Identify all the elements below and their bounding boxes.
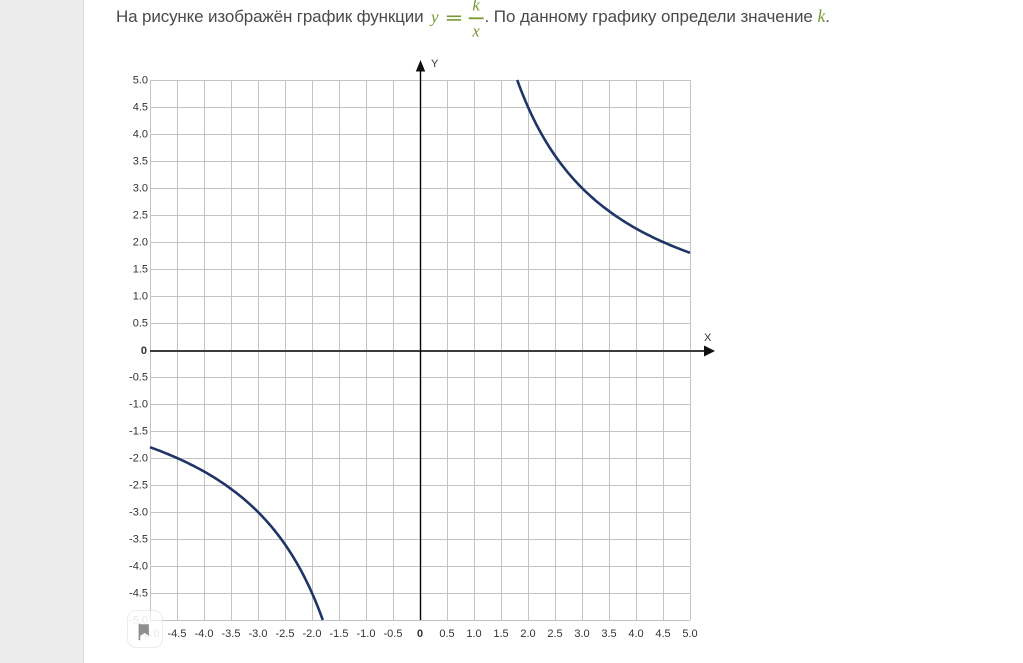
svg-text:4.0: 4.0	[628, 628, 643, 640]
svg-text:-3.5: -3.5	[129, 534, 148, 546]
svg-text:2.0: 2.0	[133, 237, 148, 249]
svg-text:-1.5: -1.5	[129, 426, 148, 438]
svg-text:-1.0: -1.0	[129, 399, 148, 411]
svg-text:5.0: 5.0	[133, 75, 148, 87]
svg-text:3.0: 3.0	[574, 628, 589, 640]
svg-text:x: x	[471, 21, 480, 40]
svg-text:-4.0: -4.0	[195, 628, 214, 640]
svg-text:0.5: 0.5	[439, 628, 454, 640]
svg-text:4.5: 4.5	[655, 628, 670, 640]
svg-text:3.5: 3.5	[601, 628, 616, 640]
svg-text:-0.5: -0.5	[129, 372, 148, 384]
svg-text:-2.5: -2.5	[129, 480, 148, 492]
svg-text:-1.0: -1.0	[357, 628, 376, 640]
svg-text:0.5: 0.5	[133, 318, 148, 330]
svg-text:-4.5: -4.5	[129, 588, 148, 600]
svg-text:1.5: 1.5	[493, 628, 508, 640]
svg-text:1.0: 1.0	[466, 628, 481, 640]
svg-text:1.5: 1.5	[133, 264, 148, 276]
svg-text:-3.0: -3.0	[249, 628, 268, 640]
svg-text:4.0: 4.0	[133, 129, 148, 141]
svg-text:-1.5: -1.5	[330, 628, 349, 640]
svg-text:3.0: 3.0	[133, 183, 148, 195]
svg-text:y: y	[429, 7, 439, 26]
svg-text:-3.5: -3.5	[222, 628, 241, 640]
svg-text:-4.5: -4.5	[168, 628, 187, 640]
svg-text:4.5: 4.5	[133, 102, 148, 114]
svg-text:-2.0: -2.0	[303, 628, 322, 640]
svg-text:1.0: 1.0	[133, 291, 148, 303]
svg-text:-2.0: -2.0	[129, 453, 148, 465]
svg-text:2.5: 2.5	[133, 210, 148, 222]
svg-text:-4.0: -4.0	[129, 561, 148, 573]
svg-text:0: 0	[141, 345, 147, 357]
svg-text:X: X	[704, 332, 712, 344]
svg-text:-2.5: -2.5	[276, 628, 295, 640]
svg-text:2.5: 2.5	[547, 628, 562, 640]
svg-text:k: k	[472, 0, 480, 14]
svg-text:2.0: 2.0	[520, 628, 535, 640]
svg-text:0: 0	[417, 628, 423, 640]
svg-text:-0.5: -0.5	[384, 628, 403, 640]
svg-text:5.0: 5.0	[682, 628, 697, 640]
svg-text:-3.0: -3.0	[129, 507, 148, 519]
svg-text:Y: Y	[431, 58, 439, 70]
svg-text:3.5: 3.5	[133, 156, 148, 168]
